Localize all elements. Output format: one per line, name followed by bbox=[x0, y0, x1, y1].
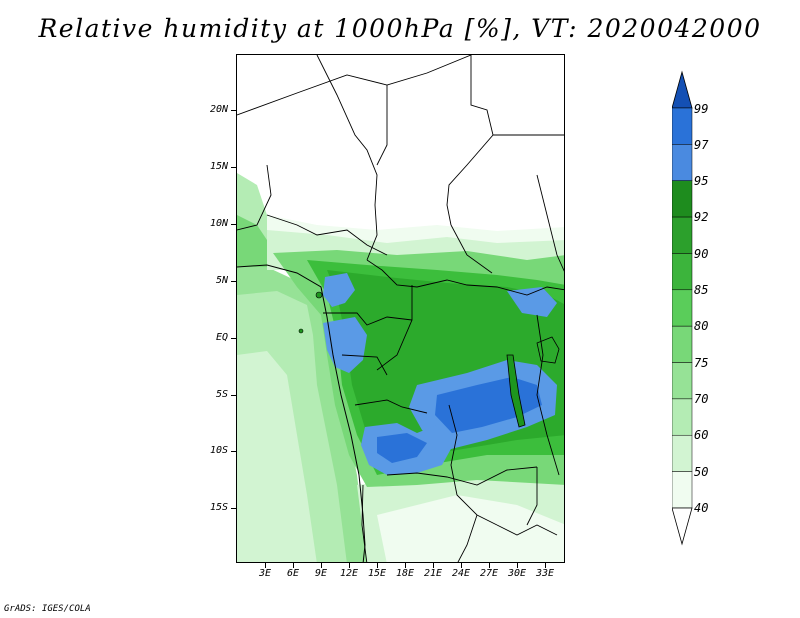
bioko-island bbox=[315, 291, 323, 299]
ocean-region-lighter bbox=[237, 351, 317, 562]
colorbar-label-70: 70 bbox=[694, 392, 709, 406]
lon-tick bbox=[433, 563, 434, 568]
colorbar-label-95: 95 bbox=[694, 174, 709, 188]
country-borders bbox=[237, 55, 564, 562]
lon-tick bbox=[293, 563, 294, 568]
lon-label-6e: 6E bbox=[286, 568, 300, 579]
colorbar-segments bbox=[672, 107, 693, 509]
colorbar-label-90: 90 bbox=[694, 247, 709, 261]
credit-text: GrADS: IGES/COLA bbox=[4, 604, 91, 614]
colorbar-label-99: 99 bbox=[694, 102, 709, 116]
humidity-map bbox=[237, 55, 564, 562]
lat-tick bbox=[231, 395, 236, 396]
lat-tick bbox=[231, 224, 236, 225]
colorbar-segment bbox=[672, 253, 693, 291]
colorbar-segment bbox=[672, 325, 693, 363]
lon-tick bbox=[545, 563, 546, 568]
colorbar-segment bbox=[672, 434, 693, 472]
colorbar-segment bbox=[672, 216, 693, 254]
lat-label-10n: 10N bbox=[209, 218, 228, 229]
colorbar-label-40: 40 bbox=[694, 501, 709, 515]
lon-tick bbox=[405, 563, 406, 568]
lat-tick bbox=[231, 338, 236, 339]
lat-tick bbox=[231, 110, 236, 111]
coastline bbox=[237, 264, 366, 562]
humidity-97-region-north bbox=[323, 273, 355, 307]
lake-tanganyika bbox=[506, 354, 526, 428]
colorbar-label-85: 85 bbox=[694, 283, 709, 297]
colorbar-segment bbox=[672, 362, 693, 400]
lat-label-5n: 5N bbox=[215, 275, 228, 286]
lat-label-10s: 10S bbox=[209, 445, 228, 456]
lat-label-eq: EQ bbox=[215, 332, 228, 343]
lon-tick bbox=[489, 563, 490, 568]
colorbar-label-92: 92 bbox=[694, 210, 709, 224]
lat-tick bbox=[231, 281, 236, 282]
sao-tome-island bbox=[298, 328, 304, 334]
lon-label-30e: 30E bbox=[507, 568, 527, 579]
lat-label-20n: 20N bbox=[209, 104, 228, 115]
lon-label-24e: 24E bbox=[451, 568, 471, 579]
lon-label-27e: 27E bbox=[479, 568, 499, 579]
lat-label-15n: 15N bbox=[209, 161, 228, 172]
colorbar-segment bbox=[672, 398, 693, 436]
colorbar-segment bbox=[672, 289, 693, 327]
lat-tick bbox=[231, 508, 236, 509]
lon-label-9e: 9E bbox=[314, 568, 328, 579]
colorbar-label-80: 80 bbox=[694, 319, 709, 333]
lon-tick bbox=[321, 563, 322, 568]
lon-tick bbox=[349, 563, 350, 568]
colorbar-label-60: 60 bbox=[694, 428, 709, 442]
colorbar-top-arrow bbox=[672, 70, 693, 109]
lat-label-15s: 15S bbox=[209, 502, 228, 513]
lon-label-12e: 12E bbox=[339, 568, 359, 579]
colorbar-segment bbox=[672, 107, 693, 145]
southern-land-lighter bbox=[377, 495, 564, 562]
colorbar-label-50: 50 bbox=[694, 465, 709, 479]
colorbar-segment bbox=[672, 180, 693, 218]
lon-label-3e: 3E bbox=[258, 568, 272, 579]
lon-label-18e: 18E bbox=[395, 568, 415, 579]
lon-tick bbox=[461, 563, 462, 568]
colorbar-label-97: 97 bbox=[694, 138, 709, 152]
colorbar-bottom-arrow bbox=[672, 507, 693, 546]
lon-label-21e: 21E bbox=[423, 568, 443, 579]
map-plot-area bbox=[236, 54, 565, 563]
colorbar-segment bbox=[672, 144, 693, 181]
humidity-99-region-2 bbox=[377, 433, 427, 463]
colorbar-label-75: 75 bbox=[694, 356, 709, 370]
humidity-97-region-east bbox=[507, 287, 557, 317]
colorbar-segment bbox=[672, 471, 693, 509]
lat-tick bbox=[231, 167, 236, 168]
lon-tick bbox=[377, 563, 378, 568]
lat-label-5s: 5S bbox=[215, 389, 228, 400]
colorbar bbox=[672, 70, 693, 546]
map-title: Relative humidity at 1000hPa [%], VT: 20… bbox=[38, 14, 762, 43]
lon-tick bbox=[265, 563, 266, 568]
lon-tick bbox=[517, 563, 518, 568]
lon-label-15e: 15E bbox=[367, 568, 387, 579]
lon-label-33e: 33E bbox=[535, 568, 555, 579]
lat-tick bbox=[231, 451, 236, 452]
